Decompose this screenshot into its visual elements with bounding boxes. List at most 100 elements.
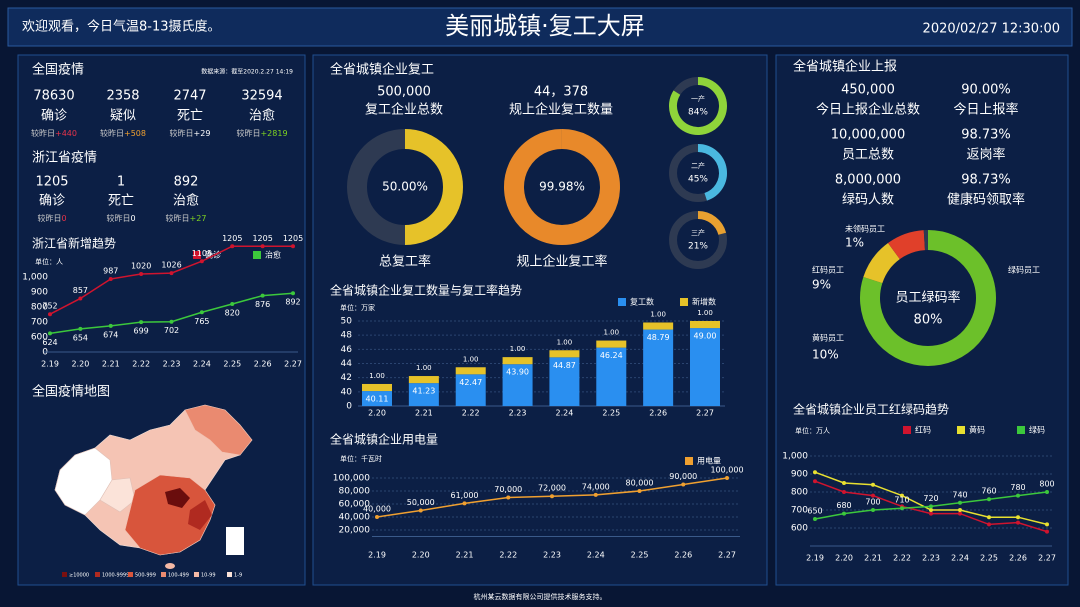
map-legend-swatch — [62, 572, 67, 577]
bar — [643, 329, 674, 406]
x-tick-label: 2.20 — [368, 409, 386, 418]
data-label: 1.00 — [603, 329, 619, 337]
x-tick-label: 2.22 — [462, 409, 480, 418]
map-legend-label: 1-9 — [234, 573, 242, 579]
pie-value: 1% — [845, 236, 864, 250]
footer: 杭州某云数据有限公司提供技术服务支持。 — [474, 592, 607, 601]
point — [593, 492, 598, 497]
bar — [455, 367, 486, 375]
compare-delta: +29 — [194, 129, 211, 138]
compare-delta: +2819 — [260, 129, 287, 138]
data-label: 800 — [1039, 480, 1054, 489]
stat-value: 78630 — [33, 89, 74, 104]
x-tick-label: 2.21 — [102, 360, 120, 369]
data-label: 46.24 — [600, 351, 623, 360]
data-label: 876 — [255, 300, 270, 309]
data-label: 44.87 — [553, 361, 576, 370]
compare-label: 较昨日 — [236, 128, 260, 138]
legend-swatch — [957, 426, 965, 434]
point — [1016, 520, 1020, 525]
data-label: 1.00 — [697, 309, 713, 317]
bar — [502, 364, 533, 406]
x-tick-label: 2.23 — [543, 551, 561, 560]
point — [900, 506, 904, 511]
pie-label: 绿码员工 — [1008, 266, 1040, 275]
map-region — [99, 477, 136, 513]
stat-label: 确诊 — [41, 109, 67, 124]
point — [681, 482, 686, 487]
data-label: 710 — [894, 496, 909, 505]
stat-value: 2358 — [106, 89, 139, 104]
point — [78, 326, 83, 331]
gauge-arc — [697, 144, 727, 201]
stat-compare: 较昨日0 — [37, 213, 66, 223]
gauge-label: 规上企业复工率 — [516, 254, 607, 270]
gauge-value: 45% — [688, 175, 708, 185]
map-inset — [226, 527, 244, 555]
legend-label: 红码 — [915, 425, 931, 435]
x-tick-label: 2.22 — [499, 551, 517, 560]
data-label: 1.00 — [416, 364, 432, 372]
bar — [643, 322, 674, 330]
stat-compare: 较昨日+440 — [31, 128, 77, 138]
stat-compare: 较昨日+2819 — [236, 128, 287, 138]
stat-label: 健康码领取率 — [947, 192, 1025, 208]
point — [48, 312, 52, 317]
chart-unit: 单位：万人 — [795, 426, 830, 435]
data-label: 1.00 — [510, 345, 526, 353]
x-tick-label: 2.19 — [41, 360, 59, 369]
y-tick-label: 40,000 — [339, 513, 371, 523]
bar — [596, 340, 627, 348]
point — [375, 515, 379, 519]
x-tick-label: 2.20 — [412, 551, 430, 560]
x-tick-label: 2.22 — [893, 554, 911, 563]
point — [637, 489, 642, 493]
data-label: 1105 — [192, 249, 212, 258]
gauge-label: 总复工率 — [379, 254, 431, 270]
point — [987, 515, 991, 520]
compare-label: 较昨日 — [37, 213, 61, 223]
legend-swatch — [1017, 426, 1025, 434]
legend-label: 黄码 — [969, 425, 985, 435]
data-label: 740 — [952, 490, 967, 499]
compare-label: 较昨日 — [31, 128, 55, 138]
stat-value: 1 — [117, 175, 125, 190]
x-tick-label: 2.21 — [456, 551, 474, 560]
data-label: 72,000 — [538, 484, 566, 493]
data-label: 50,000 — [407, 498, 435, 507]
data-label: 702 — [164, 326, 179, 335]
x-tick-label: 2.26 — [254, 360, 272, 369]
point — [291, 244, 295, 249]
point — [230, 302, 235, 306]
stat-compare: 较昨日+29 — [170, 128, 211, 138]
point — [108, 276, 113, 281]
map-region — [124, 474, 216, 556]
compare-delta: +440 — [55, 129, 77, 138]
data-label: 765 — [194, 317, 209, 326]
y-tick-label: 100,000 — [333, 474, 370, 484]
map-region — [165, 563, 175, 569]
data-label: 654 — [73, 333, 88, 342]
point — [842, 481, 846, 485]
pie-label: 未领码员工 — [845, 224, 885, 234]
data-label: 674 — [103, 330, 118, 339]
y-tick-label: 700 — [31, 318, 48, 328]
pie-segment — [888, 230, 926, 260]
point — [813, 470, 817, 475]
map-legend-swatch — [95, 572, 100, 577]
point — [1016, 493, 1020, 498]
data-label: 40,000 — [363, 505, 391, 514]
gauge-value: 21% — [688, 242, 708, 252]
point — [958, 500, 962, 505]
point — [78, 296, 83, 301]
pie-label: 黄码员工 — [812, 333, 844, 343]
data-label: 1205 — [222, 234, 242, 243]
legend-label: 确诊 — [205, 250, 221, 260]
bar — [455, 374, 486, 406]
legend-swatch — [680, 298, 688, 306]
bar — [549, 357, 580, 406]
compare-delta: 0 — [61, 214, 66, 223]
y-tick-label: 48 — [341, 331, 353, 341]
point — [813, 517, 817, 521]
